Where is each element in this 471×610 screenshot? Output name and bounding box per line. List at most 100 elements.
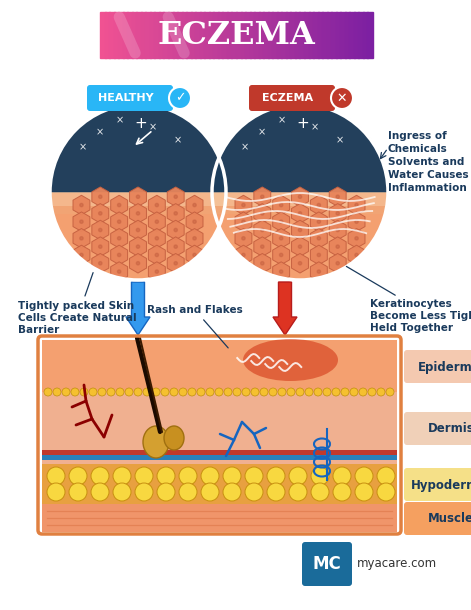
Circle shape — [136, 262, 140, 265]
Text: ×: × — [336, 135, 344, 145]
FancyArrow shape — [126, 282, 150, 335]
Bar — [363, 12, 368, 58]
Circle shape — [287, 388, 295, 396]
Circle shape — [174, 228, 178, 232]
Circle shape — [157, 483, 175, 501]
Polygon shape — [186, 195, 203, 215]
Circle shape — [193, 253, 196, 257]
Bar — [309, 12, 314, 58]
Circle shape — [305, 388, 313, 396]
Circle shape — [336, 245, 340, 248]
FancyBboxPatch shape — [404, 468, 471, 501]
Circle shape — [155, 270, 159, 273]
Bar — [195, 12, 201, 58]
Bar — [213, 206, 387, 214]
Circle shape — [116, 388, 124, 396]
Polygon shape — [148, 229, 165, 248]
Circle shape — [80, 237, 83, 240]
Text: Rash and Flakes: Rash and Flakes — [147, 305, 243, 348]
Bar — [177, 12, 183, 58]
Circle shape — [98, 245, 102, 248]
Circle shape — [193, 220, 196, 223]
Bar — [263, 12, 269, 58]
Polygon shape — [273, 195, 290, 215]
Circle shape — [179, 483, 197, 501]
Polygon shape — [130, 254, 146, 273]
Circle shape — [336, 228, 340, 232]
Polygon shape — [92, 204, 109, 223]
Circle shape — [260, 388, 268, 396]
FancyBboxPatch shape — [87, 85, 173, 111]
Bar — [118, 12, 124, 58]
Bar — [222, 12, 228, 58]
Circle shape — [91, 483, 109, 501]
Bar — [136, 12, 142, 58]
Text: ×: × — [96, 127, 104, 137]
Circle shape — [350, 388, 358, 396]
Circle shape — [298, 195, 301, 198]
Circle shape — [279, 253, 283, 257]
Polygon shape — [130, 187, 146, 207]
Polygon shape — [254, 204, 271, 223]
Circle shape — [377, 483, 395, 501]
Polygon shape — [329, 254, 346, 273]
Circle shape — [136, 195, 140, 198]
Circle shape — [193, 237, 196, 240]
Polygon shape — [310, 195, 327, 215]
Bar — [42, 392, 397, 464]
Circle shape — [117, 203, 121, 207]
Polygon shape — [348, 195, 365, 215]
Bar — [227, 12, 233, 58]
Circle shape — [377, 388, 385, 396]
Circle shape — [317, 253, 320, 257]
Circle shape — [279, 203, 283, 207]
Polygon shape — [348, 245, 365, 265]
Circle shape — [377, 467, 395, 485]
Bar — [345, 12, 350, 58]
Circle shape — [278, 388, 286, 396]
Circle shape — [169, 87, 191, 109]
Polygon shape — [212, 104, 388, 192]
Bar — [268, 12, 273, 58]
Bar — [236, 12, 242, 58]
Circle shape — [242, 220, 245, 223]
Polygon shape — [254, 187, 271, 207]
Text: ×: × — [241, 142, 249, 152]
Polygon shape — [167, 187, 184, 207]
Circle shape — [355, 253, 358, 257]
Circle shape — [251, 388, 259, 396]
Bar — [300, 12, 305, 58]
Text: ×: × — [174, 135, 182, 145]
Bar — [146, 12, 151, 58]
Polygon shape — [273, 245, 290, 265]
Bar — [122, 12, 128, 58]
Bar — [336, 12, 341, 58]
Circle shape — [174, 195, 178, 198]
Text: ECZEMA: ECZEMA — [157, 21, 315, 51]
Bar — [259, 12, 264, 58]
Circle shape — [317, 203, 320, 207]
Circle shape — [317, 220, 320, 223]
Polygon shape — [186, 245, 203, 265]
FancyBboxPatch shape — [249, 85, 335, 111]
Circle shape — [161, 388, 169, 396]
Circle shape — [317, 270, 320, 273]
Circle shape — [331, 87, 353, 109]
Circle shape — [113, 467, 131, 485]
Bar — [218, 12, 223, 58]
Polygon shape — [111, 195, 128, 215]
Polygon shape — [235, 229, 252, 248]
Polygon shape — [167, 254, 184, 273]
Bar — [159, 12, 164, 58]
Circle shape — [242, 203, 245, 207]
Circle shape — [91, 467, 109, 485]
Circle shape — [197, 388, 205, 396]
Circle shape — [298, 212, 301, 215]
Circle shape — [71, 388, 79, 396]
Bar — [182, 12, 187, 58]
Polygon shape — [348, 212, 365, 231]
Text: ×: × — [311, 122, 319, 132]
Circle shape — [269, 388, 277, 396]
Bar — [127, 12, 133, 58]
Polygon shape — [148, 195, 165, 215]
